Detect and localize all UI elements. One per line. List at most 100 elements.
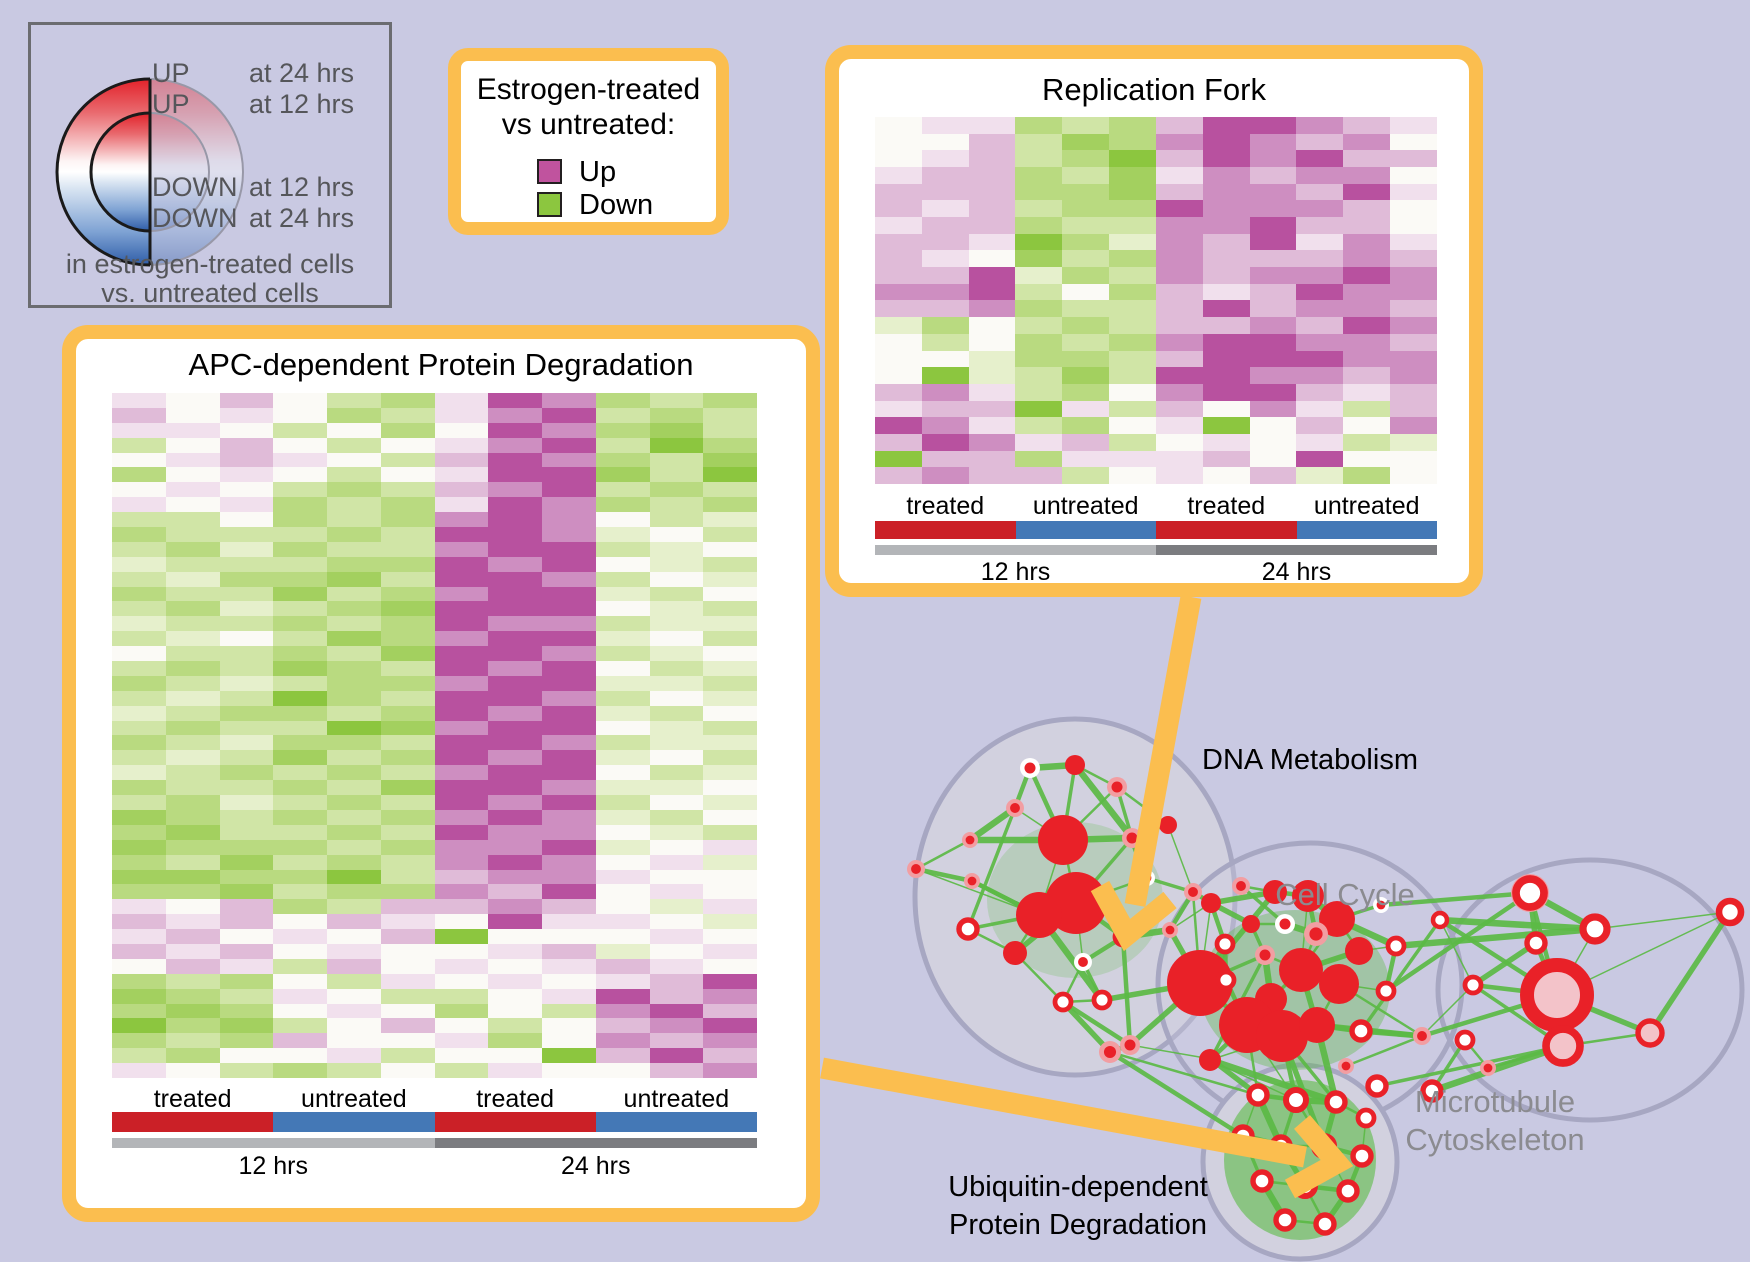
heatmap-cell <box>112 661 166 676</box>
heatmap-cell <box>219 586 274 602</box>
heatmap-cell <box>1109 150 1156 168</box>
heatmap-cell <box>165 452 220 468</box>
heatmap-cell <box>434 1063 489 1078</box>
heatmap-cell <box>273 1048 327 1064</box>
heatmap-cell <box>327 780 381 796</box>
heatmap-cell <box>542 512 596 528</box>
heatmap-cell <box>1202 117 1250 134</box>
heatmap-cell <box>219 407 274 423</box>
gene-node-halo-core <box>965 835 975 845</box>
heatmap-cell <box>649 973 704 989</box>
heatmap-cell <box>488 1048 542 1064</box>
heatmap-cell <box>434 809 489 825</box>
heatmap-cell <box>595 750 650 766</box>
heatmap-cell <box>1155 200 1203 218</box>
gene-node-solid <box>1292 880 1324 912</box>
heatmap-cell <box>165 884 220 900</box>
heatmap-cell <box>488 556 542 572</box>
bar-12hrs-segment <box>875 545 1156 555</box>
heatmap-cell <box>542 854 596 870</box>
heatmap-cell <box>273 512 327 528</box>
network-edge <box>915 838 971 871</box>
heatmap-cell <box>1390 183 1437 201</box>
heatmap-cell <box>1343 333 1391 351</box>
heatmap-cell <box>968 217 1016 234</box>
heatmap-cell <box>1296 233 1344 251</box>
heatmap-cell <box>112 601 166 617</box>
bar-12hrs-segment <box>112 1138 435 1148</box>
down-label: Down <box>579 189 654 221</box>
heatmap-cell <box>380 765 435 781</box>
treated-bar-segment <box>434 1112 596 1132</box>
heatmap-cell <box>327 616 381 632</box>
heatmap-cell <box>1109 217 1156 234</box>
heatmap-cell <box>488 422 542 438</box>
heatmap-cell <box>434 1003 489 1019</box>
heatmap-cell <box>488 1033 542 1049</box>
heatmap-cell <box>327 601 381 617</box>
network-edge <box>1471 940 1538 988</box>
heatmap-cell <box>219 795 274 810</box>
heatmap-cell <box>165 646 220 662</box>
ring-word: DOWN <box>152 172 238 202</box>
heatmap-cell <box>380 467 435 483</box>
heatmap-cell <box>434 661 489 676</box>
heatmap-cell <box>1390 233 1437 251</box>
heatmap-cell <box>488 601 542 617</box>
gene-node-ring <box>1091 989 1113 1011</box>
heatmap-cell <box>875 217 922 234</box>
heatmap-cell <box>703 795 757 810</box>
heatmap-cell <box>488 1003 542 1019</box>
heatmap-cell <box>219 809 274 825</box>
heatmap-cell <box>327 1048 381 1064</box>
heatmap-cell <box>875 233 922 251</box>
heatmap-cell <box>703 393 757 408</box>
replication-fork-heatmap <box>875 117 1437 484</box>
cell-cycle-label: Cell Cycle <box>1275 877 1415 912</box>
heatmap-cell <box>273 631 327 647</box>
network-edge <box>1129 1044 1212 1060</box>
heatmap-cell <box>1343 317 1391 334</box>
heatmap-cell <box>434 556 489 572</box>
heatmap-cell <box>542 1003 596 1019</box>
heatmap-cell <box>649 586 704 602</box>
replication-fork-group-labels: treated untreated treated untreated <box>875 492 1437 521</box>
heatmap-cell <box>1015 300 1063 318</box>
heatmap-cell <box>273 1063 327 1078</box>
heatmap-cell <box>1249 150 1297 168</box>
heatmap-cell <box>1109 250 1156 268</box>
heatmap-cell <box>434 780 489 796</box>
heatmap-cell <box>327 631 381 647</box>
heatmap-cell <box>327 527 381 542</box>
heatmap-cell <box>380 735 435 751</box>
heatmap-cell <box>1343 267 1391 284</box>
gene-node-ring <box>1715 897 1745 927</box>
heatmap-cell <box>542 601 596 617</box>
heatmap-cell <box>1109 400 1156 418</box>
heatmap-cell <box>595 854 650 870</box>
heatmap-cell <box>219 556 274 572</box>
network-edge <box>1072 762 1135 841</box>
heatmap-cell <box>219 1018 274 1034</box>
heatmap-cell <box>1109 300 1156 318</box>
network-edge <box>968 805 1017 843</box>
heatmap-cell <box>165 601 220 617</box>
heatmap-cell <box>968 200 1016 218</box>
heatmap-cell <box>649 854 704 870</box>
heatmap-cell <box>165 1003 220 1019</box>
heatmap-cell <box>327 839 381 855</box>
heatmap-cell <box>380 407 435 423</box>
heatmap-cell <box>1015 167 1063 184</box>
heatmap-cell <box>112 482 166 498</box>
heatmap-cell <box>165 943 220 959</box>
dna-metabolism-label: DNA Metabolism <box>1202 744 1418 776</box>
heatmap-cell <box>703 720 757 736</box>
heatmap-cell <box>219 527 274 542</box>
heatmap-cell <box>921 183 969 201</box>
heatmap-cell <box>921 400 969 418</box>
heatmap-cell <box>542 467 596 483</box>
heatmap-cell <box>703 929 757 944</box>
heatmap-cell <box>595 780 650 796</box>
condition-color-bar <box>112 1112 757 1132</box>
heatmap-cell <box>1155 267 1203 284</box>
